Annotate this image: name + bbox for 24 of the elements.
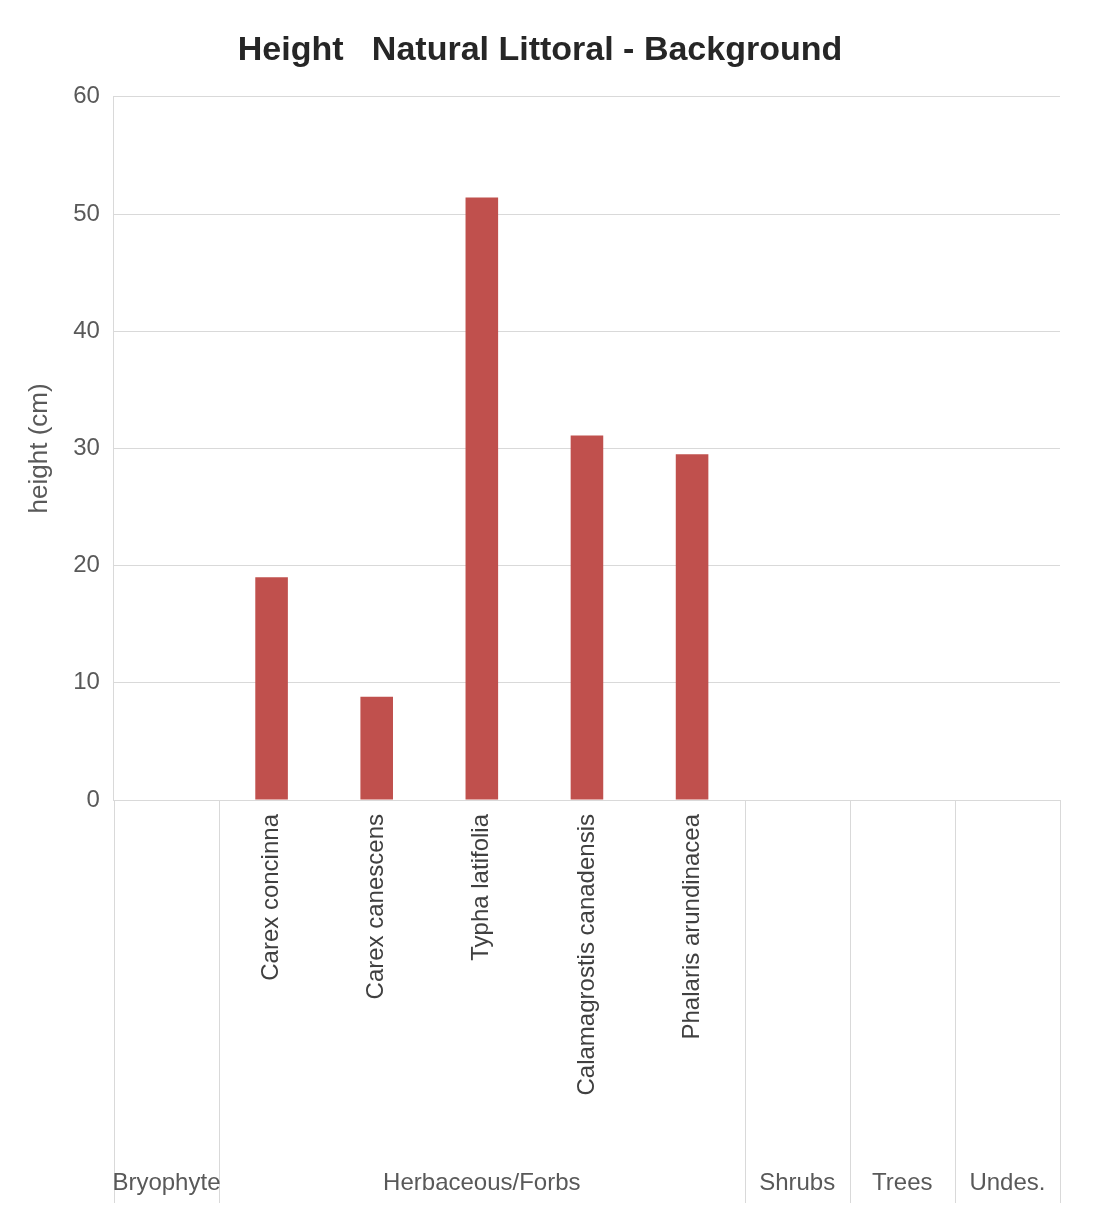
bar [570, 435, 604, 800]
y-tick-label: 10 [73, 667, 100, 695]
bar [465, 197, 499, 800]
text: Bryophyte [112, 1167, 221, 1195]
y-tick-label: 40 [73, 315, 100, 343]
y-tick-label: 0 [86, 784, 100, 812]
text: Shrubs [759, 1167, 836, 1195]
x-tick-label: Carex canescens [361, 814, 389, 1000]
y-tick-label: 60 [73, 81, 100, 109]
bar [675, 454, 709, 800]
y-tick-label: 30 [73, 433, 100, 461]
text: Trees [872, 1167, 933, 1195]
bar [360, 696, 393, 800]
x-tick-label: Typha latifolia [466, 813, 494, 961]
x-tick-label: Calamagrostis canadensis [571, 814, 599, 1096]
chart-title: Height Natural Littoral - Background [237, 28, 843, 67]
x-tick-label: Carex concinna [256, 813, 284, 981]
x-tick-label: Phalaris arundinacea [676, 813, 704, 1040]
text: Undes. [969, 1167, 1046, 1195]
text: Herbaceous/Forbs [383, 1167, 581, 1195]
y-tick-label: 20 [73, 550, 100, 578]
y-axis-title: height (cm) [22, 383, 53, 514]
y-tick-label: 50 [73, 198, 100, 226]
bar [255, 577, 288, 800]
